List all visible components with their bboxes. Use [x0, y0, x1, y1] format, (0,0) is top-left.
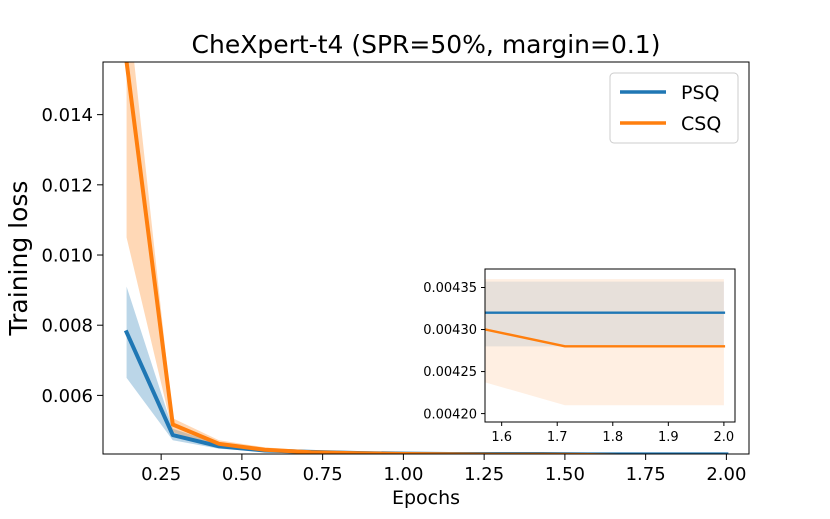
inset-line-csq [485, 328, 726, 348]
legend-label-csq: CSQ [681, 113, 721, 135]
inset-x-tick-label: 1.8 [602, 430, 623, 445]
main-x-tick-label: 1.00 [383, 464, 423, 485]
main-x-tick-label: 0.25 [141, 464, 181, 485]
main-x-tick-label: 1.25 [464, 464, 504, 485]
inset-x-tick-label: 1.7 [547, 430, 568, 445]
inset-y-tick-label: 0.00430 [423, 323, 477, 338]
main-y-tick-label: 0.010 [41, 245, 93, 266]
chart-title: CheXpert-t4 (SPR=50%, margin=0.1) [192, 30, 661, 59]
legend: PSQ CSQ [609, 72, 739, 144]
main-x-tick-label: 0.50 [222, 464, 262, 485]
inset-plot: 1.6 1.7 1.8 1.9 2.0 0.00420 0.00425 0.00430 0.0… [423, 268, 736, 445]
main-y-tick-label: 0.012 [41, 175, 93, 196]
inset-y-tick-label: 0.00435 [423, 281, 477, 296]
legend-label-psq: PSQ [681, 82, 719, 104]
inset-x-tick-label: 1.6 [491, 430, 512, 445]
inset-y-tick-label: 0.00425 [423, 365, 477, 380]
main-x-tick-label: 0.75 [303, 464, 343, 485]
inset-x-tick-label: 1.9 [658, 430, 679, 445]
main-x-tick-label: 1.75 [626, 464, 666, 485]
main-x-tick-label: 2.00 [706, 464, 746, 485]
inset-band-psq [485, 281, 724, 347]
main-plot: 0.25 0.50 0.75 1.00 1.25 1.50 1.75 2.00 0.006 0.… [41, 61, 750, 485]
main-y-tick-label: 0.006 [41, 386, 93, 407]
main-axes-frame [102, 61, 750, 455]
main-y-tick-label: 0.014 [41, 105, 93, 126]
inset-band-csq [485, 279, 724, 406]
y-axis-label: Training loss [4, 181, 33, 337]
main-y-tick-label: 0.008 [41, 316, 93, 337]
inset-axes-frame [484, 268, 736, 423]
inset-x-tick-label: 2.0 [714, 430, 735, 445]
x-axis-label: Epochs [392, 487, 460, 509]
main-line-csq [124, 62, 729, 454]
main-x-tick-label: 1.50 [545, 464, 585, 485]
inset-y-tick-label: 0.00420 [423, 407, 477, 422]
